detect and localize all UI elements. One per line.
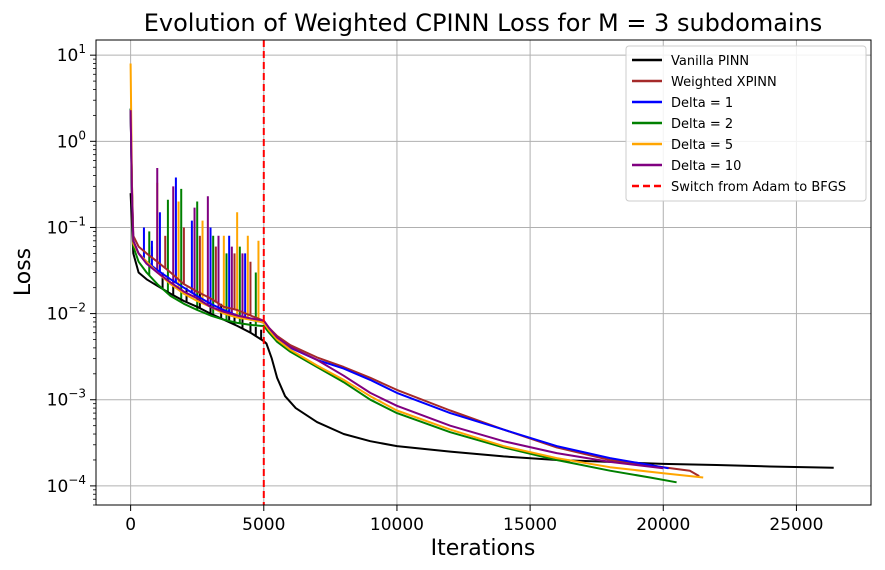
- x-tick-label: 0: [125, 515, 136, 535]
- series-line-delta-2: [129, 108, 677, 484]
- x-tick-label: 5000: [242, 515, 285, 535]
- y-tick-label: 10−4: [47, 473, 86, 497]
- y-tick-label: 10−1: [47, 214, 86, 238]
- legend-label: Delta = 1: [671, 96, 733, 111]
- legend-box: [625, 45, 867, 202]
- legend-label: Switch from Adam to BFGS: [671, 180, 846, 195]
- chart-title: Evolution of Weighted CPINN Loss for M =…: [144, 9, 823, 37]
- legend-label: Delta = 10: [671, 159, 741, 174]
- x-tick-label: 25000: [769, 515, 823, 535]
- x-axis-label: Iterations: [431, 536, 536, 561]
- x-tick-label: 20000: [636, 515, 690, 535]
- x-axis: 0 5000 10000 15000 20000 25000: [125, 505, 823, 535]
- y-axis: 101 100 10−1 10−2 10−3 10−4: [47, 42, 96, 506]
- y-axis-label: Loss: [11, 248, 36, 296]
- legend: Vanilla PINN Weighted XPINN Delta = 1 Delta…: [625, 45, 867, 202]
- plot-area: [129, 40, 834, 505]
- legend-label: Vanilla PINN: [671, 54, 749, 69]
- y-tick-label: 100: [57, 128, 86, 152]
- series-line-vanilla-pinn: [129, 193, 834, 469]
- y-tick-label: 10−2: [47, 301, 86, 325]
- x-tick-label: 15000: [503, 515, 557, 535]
- series-line-delta-10: [129, 110, 664, 470]
- y-tick-label: 10−3: [47, 387, 86, 411]
- y-tick-label: 101: [57, 42, 86, 66]
- legend-label: Delta = 5: [671, 138, 733, 153]
- legend-label: Weighted XPINN: [671, 75, 777, 90]
- legend-label: Delta = 2: [671, 117, 733, 132]
- x-tick-label: 10000: [370, 515, 424, 535]
